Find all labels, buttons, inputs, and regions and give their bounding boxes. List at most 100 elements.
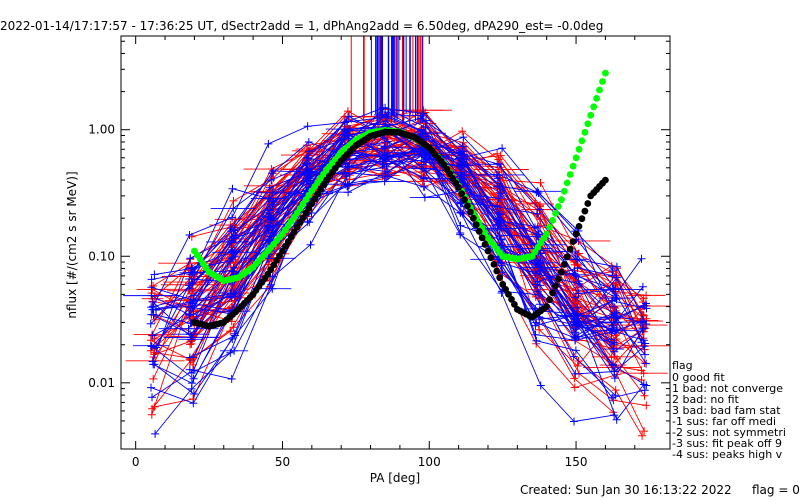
blue-marker bbox=[227, 238, 236, 247]
blue-marker bbox=[227, 375, 236, 383]
blue-marker bbox=[147, 275, 156, 284]
blue-marker bbox=[149, 302, 158, 311]
black-fit-point bbox=[496, 274, 504, 282]
blue-marker bbox=[269, 196, 278, 205]
red-marker bbox=[229, 323, 238, 332]
plot-frame bbox=[120, 35, 671, 450]
blue-marker bbox=[496, 189, 505, 198]
y-tick-label: 0.10 bbox=[88, 249, 115, 263]
blue-marker bbox=[343, 180, 352, 189]
blue-marker bbox=[610, 327, 619, 336]
blue-marker bbox=[231, 252, 240, 261]
blue-marker bbox=[264, 208, 273, 217]
blue-marker bbox=[345, 163, 354, 172]
black-fit-point bbox=[478, 234, 486, 242]
blue-marker bbox=[609, 302, 618, 311]
blue-trace bbox=[191, 159, 614, 374]
blue-marker bbox=[533, 209, 542, 218]
blue-marker bbox=[185, 353, 194, 362]
red-marker bbox=[640, 427, 649, 436]
black-fit-point bbox=[602, 176, 609, 184]
black-fit-point bbox=[558, 268, 565, 276]
blue-marker bbox=[535, 205, 544, 214]
blue-marker bbox=[231, 231, 240, 240]
blue-marker bbox=[150, 270, 159, 279]
black-fit-point bbox=[490, 261, 498, 268]
blue-marker bbox=[227, 227, 236, 236]
red-marker bbox=[343, 107, 352, 116]
green-fit-point bbox=[578, 137, 586, 145]
blue-marker bbox=[228, 184, 237, 193]
blue-marker bbox=[419, 173, 428, 182]
blue-marker bbox=[570, 417, 578, 426]
red-marker bbox=[613, 354, 621, 363]
blue-marker bbox=[535, 315, 544, 324]
blue-marker bbox=[612, 415, 621, 424]
green-fit-point bbox=[575, 145, 583, 153]
red-marker bbox=[149, 374, 158, 383]
green-fit-point bbox=[558, 196, 565, 204]
axes: 0 50 100 150 0.01 0.10 1.00 bbox=[88, 36, 670, 469]
red-marker bbox=[150, 334, 159, 343]
blue-marker bbox=[345, 112, 353, 121]
blue-marker bbox=[305, 218, 314, 227]
blue-marker bbox=[638, 317, 647, 326]
blue-marker bbox=[380, 152, 389, 161]
legend-item-3: 3 bad: bad fam stat bbox=[672, 404, 781, 417]
blue-marker bbox=[187, 379, 196, 388]
black-fit-point bbox=[484, 247, 492, 255]
chart-title: 2022-01-14/17:17:57 - 17:36:25 UT, dSect… bbox=[0, 19, 603, 33]
blue-marker bbox=[496, 216, 505, 225]
black-fit-point bbox=[472, 221, 480, 229]
blue-marker bbox=[421, 153, 430, 162]
blue-marker bbox=[638, 282, 647, 291]
black-fit-point bbox=[487, 254, 495, 262]
blue-marker bbox=[148, 393, 156, 402]
black-fit-point bbox=[511, 301, 518, 308]
black-fit-point bbox=[493, 267, 501, 275]
blue-marker bbox=[147, 342, 156, 351]
x-tick-label: 150 bbox=[565, 455, 588, 469]
blue-marker bbox=[456, 230, 465, 239]
blue-marker bbox=[304, 153, 313, 162]
blue-marker bbox=[188, 278, 197, 287]
black-fit-point bbox=[563, 253, 571, 261]
red-marker bbox=[536, 178, 545, 187]
blue-marker bbox=[149, 360, 158, 369]
blue-marker bbox=[573, 255, 582, 264]
blue-marker bbox=[534, 189, 543, 197]
green-fit-point bbox=[572, 154, 580, 162]
blue-marker bbox=[610, 367, 619, 376]
blue-marker bbox=[306, 240, 315, 249]
black-fit-point bbox=[560, 261, 568, 268]
black-fit-point bbox=[502, 286, 509, 293]
blue-marker bbox=[531, 330, 540, 339]
legend-item-0: 0 good fit bbox=[672, 371, 725, 384]
blue-marker bbox=[344, 188, 353, 197]
blue-marker bbox=[494, 194, 503, 203]
blue-marker bbox=[494, 255, 502, 264]
green-fit-point bbox=[569, 162, 577, 170]
blue-marker bbox=[610, 338, 619, 347]
blue-marker bbox=[460, 150, 469, 159]
green-fit-point bbox=[602, 69, 609, 77]
black-fit-point bbox=[572, 230, 580, 238]
black-fit-point bbox=[455, 184, 462, 191]
green-fit-point bbox=[599, 78, 606, 85]
blue-trace bbox=[150, 149, 646, 344]
green-fit-point bbox=[593, 95, 600, 102]
blue-marker bbox=[609, 340, 618, 349]
blue-marker bbox=[574, 277, 583, 286]
blue-marker bbox=[609, 324, 618, 332]
blue-marker bbox=[531, 280, 540, 289]
blue-marker bbox=[641, 339, 650, 348]
blue-marker bbox=[609, 313, 618, 322]
blue-marker bbox=[640, 386, 649, 395]
blue-marker bbox=[229, 267, 238, 276]
red-marker bbox=[147, 410, 156, 419]
blue-marker bbox=[534, 230, 542, 239]
blue-marker bbox=[532, 188, 541, 197]
green-fit-point bbox=[555, 203, 562, 210]
blue-marker bbox=[147, 383, 155, 392]
blue-marker bbox=[268, 226, 277, 235]
